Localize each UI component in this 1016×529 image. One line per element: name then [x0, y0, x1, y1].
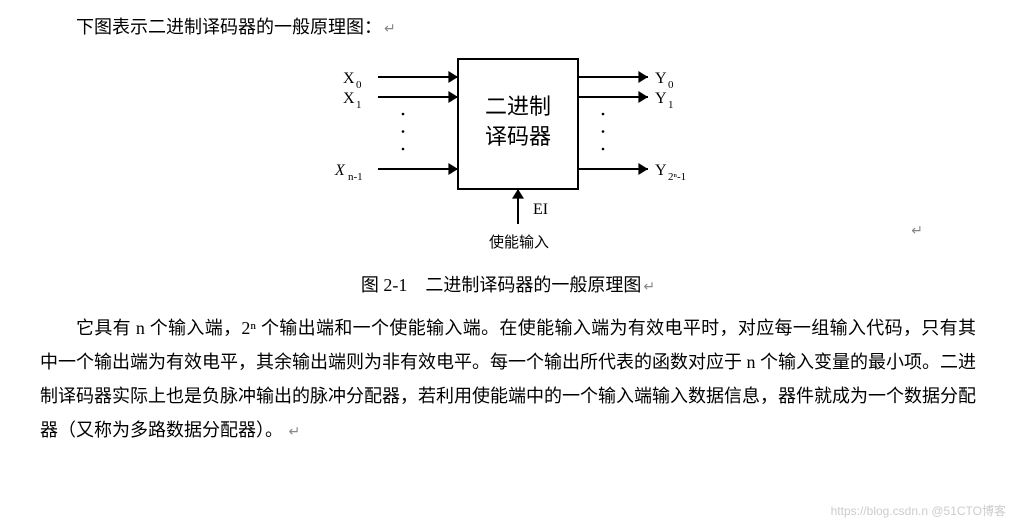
svg-text:Y: Y — [655, 162, 667, 179]
svg-text:译码器: 译码器 — [485, 124, 551, 149]
svg-text:X: X — [343, 90, 355, 107]
svg-text:X: X — [343, 70, 355, 87]
svg-text:使能输入: 使能输入 — [489, 234, 549, 251]
return-mark: ↵ — [911, 219, 923, 246]
svg-text:二进制: 二进制 — [485, 94, 551, 119]
svg-text:0: 0 — [668, 79, 674, 91]
return-mark: ↵ — [384, 22, 396, 37]
svg-text:1: 1 — [668, 99, 674, 111]
body-paragraph: 它具有 n 个输入端，2ⁿ 个输出端和一个使能输入端。在使能输入端为有效电平时，… — [40, 311, 976, 448]
return-mark: ↵ — [285, 425, 300, 440]
intro-text: 下图表示二进制译码器的一般原理图：↵ — [40, 10, 976, 44]
diagram-container: 二进制译码器X0X1Xn-1Y0Y1Y2ⁿ-1EI使能输入 ↵ — [40, 49, 976, 265]
svg-text:Y: Y — [655, 90, 667, 107]
svg-text:2ⁿ-1: 2ⁿ-1 — [668, 171, 686, 183]
svg-text:n-1: n-1 — [348, 171, 363, 183]
watermark: https://blog.csdn.n @51CTO博客 — [831, 500, 1006, 523]
svg-text:1: 1 — [356, 99, 362, 111]
svg-text:Y: Y — [655, 70, 667, 87]
svg-text:0: 0 — [356, 79, 362, 91]
svg-text:X: X — [334, 162, 346, 179]
svg-text:EI: EI — [533, 201, 548, 218]
return-mark: ↵ — [643, 280, 655, 295]
decoder-diagram: 二进制译码器X0X1Xn-1Y0Y1Y2ⁿ-1EI使能输入 ↵ — [293, 49, 723, 265]
figure-caption: 图 2-1 二进制译码器的一般原理图↵ — [40, 268, 976, 302]
